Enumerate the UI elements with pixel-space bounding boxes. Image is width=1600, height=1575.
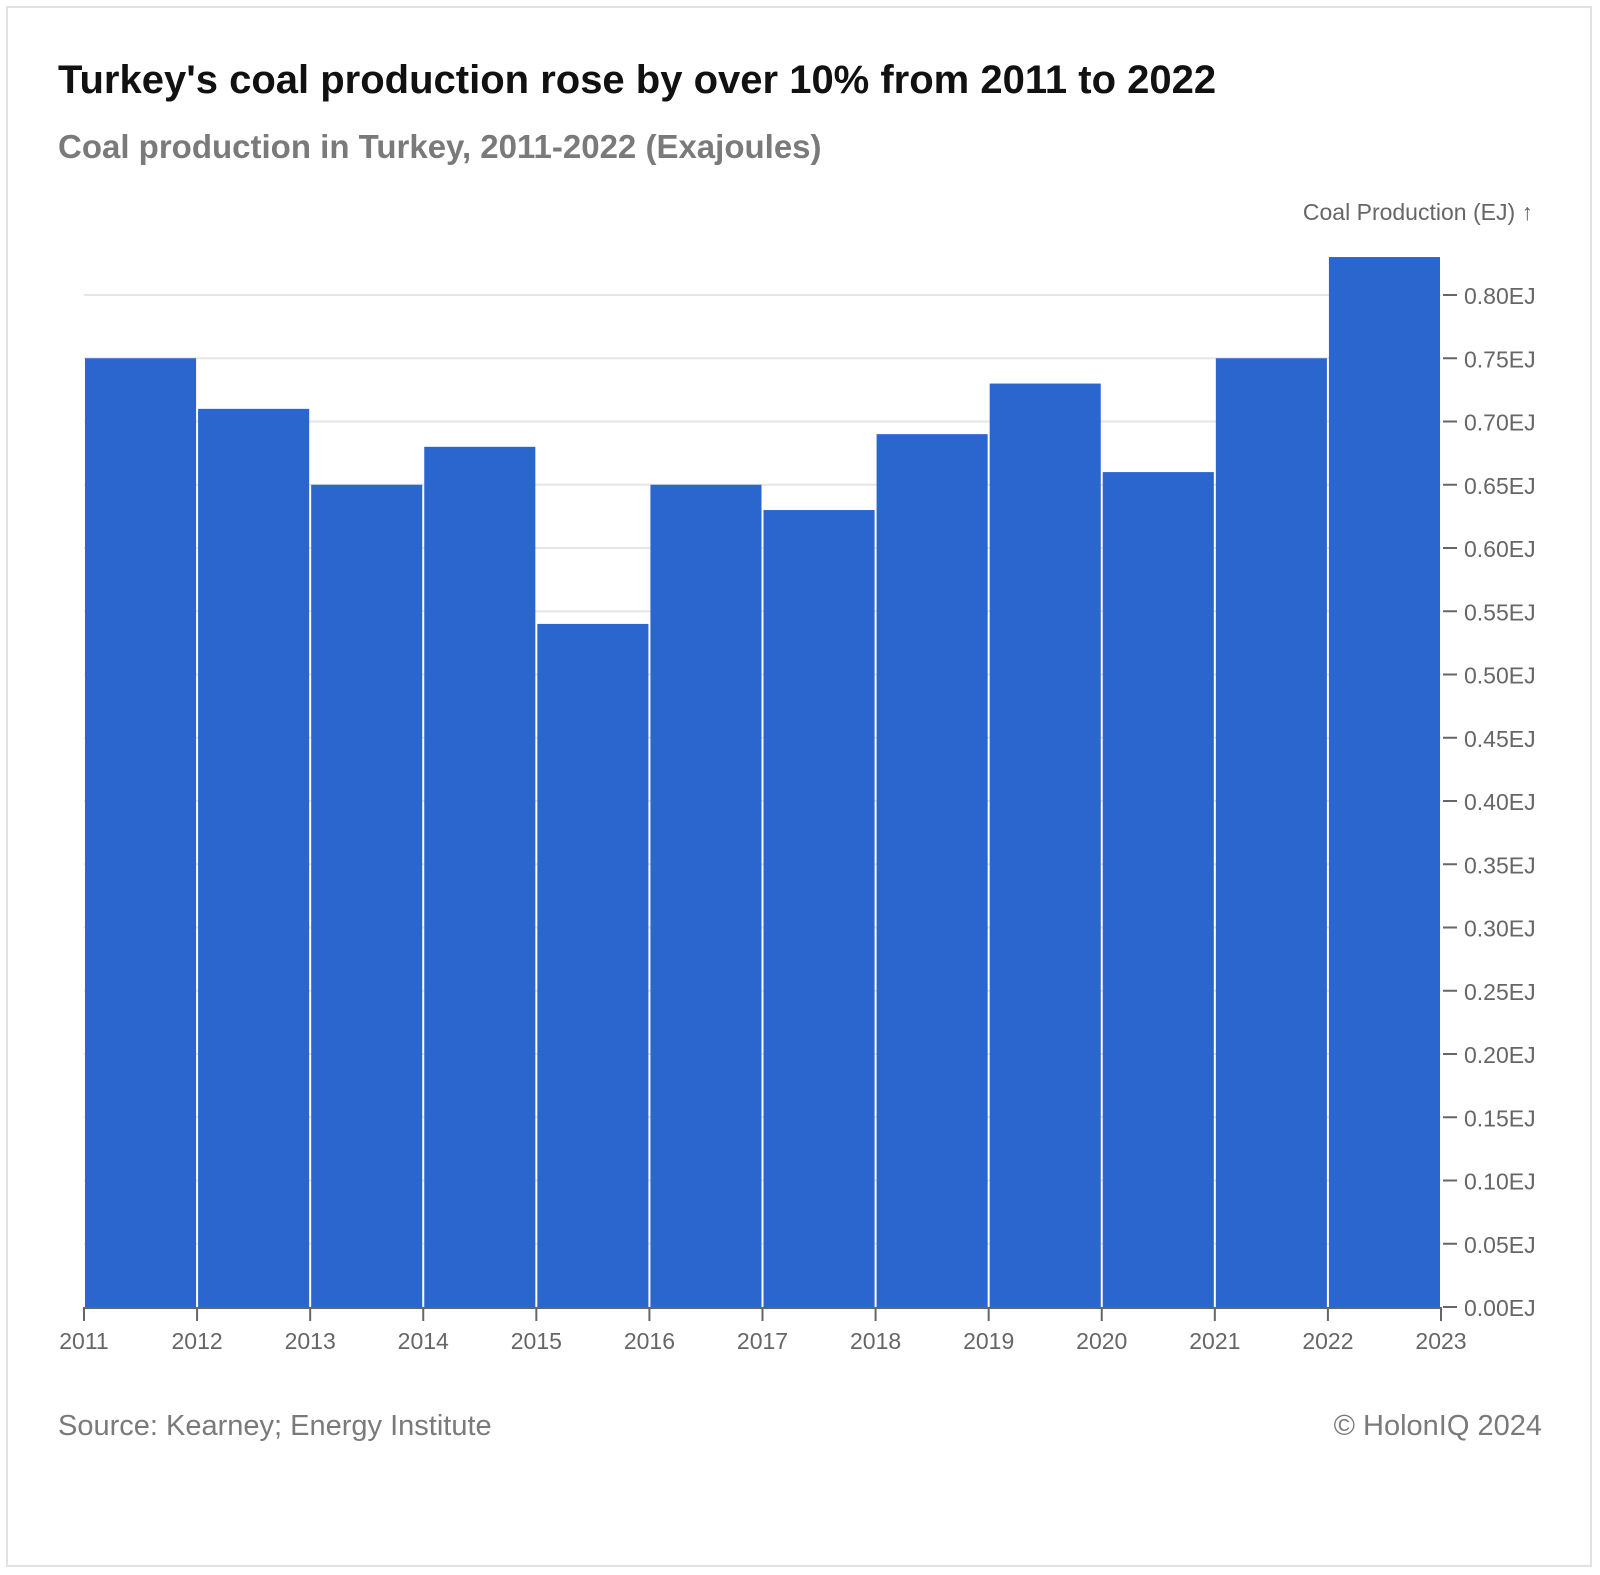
x-tick-label-2018: 2018 — [850, 1328, 901, 1354]
bar-2022 — [1328, 257, 1440, 1307]
source-note: Source: Kearney; Energy Institute — [58, 1410, 492, 1442]
y-tick-label-14: 0.70EJ — [1464, 410, 1536, 436]
y-tick-label-16: 0.80EJ — [1464, 283, 1536, 309]
chart-subtitle: Coal production in Turkey, 2011-2022 (Ex… — [58, 128, 822, 165]
bar-2012 — [198, 408, 310, 1308]
y-tick-label-8: 0.40EJ — [1464, 789, 1536, 815]
y-tick-label-2: 0.10EJ — [1464, 1169, 1536, 1195]
y-tick-label-5: 0.25EJ — [1464, 979, 1536, 1005]
y-tick-label-10: 0.50EJ — [1464, 663, 1536, 689]
bar-2015 — [537, 623, 649, 1307]
y-tick-label-1: 0.05EJ — [1464, 1232, 1536, 1258]
y-tick-label-12: 0.60EJ — [1464, 536, 1536, 562]
y-tick-label-13: 0.65EJ — [1464, 473, 1536, 499]
chart-title: Turkey's coal production rose by over 10… — [58, 58, 1217, 102]
x-tick-label-2022: 2022 — [1302, 1328, 1353, 1354]
x-tick-label-2013: 2013 — [285, 1328, 336, 1354]
bar-2011 — [85, 358, 197, 1307]
y-tick-label-7: 0.35EJ — [1464, 852, 1536, 878]
bar-2019 — [989, 383, 1101, 1307]
bar-2013 — [311, 484, 423, 1307]
y-tick-label-4: 0.20EJ — [1464, 1042, 1536, 1068]
x-tick-label-2020: 2020 — [1076, 1328, 1127, 1354]
copyright-note: © HolonIQ 2024 — [1333, 1410, 1542, 1442]
y-tick-label-15: 0.75EJ — [1464, 346, 1536, 372]
y-tick-label-6: 0.30EJ — [1464, 916, 1536, 942]
x-tick-label-2023: 2023 — [1415, 1328, 1466, 1354]
y-axis-label: Coal Production (EJ) ↑ — [1303, 199, 1533, 225]
y-tick-label-9: 0.45EJ — [1464, 726, 1536, 752]
bar-2018 — [876, 434, 988, 1307]
bar-2014 — [424, 446, 536, 1307]
x-tick-label-2016: 2016 — [624, 1328, 675, 1354]
y-tick-label-3: 0.15EJ — [1464, 1105, 1536, 1131]
x-tick-label-2011: 2011 — [59, 1328, 108, 1354]
x-tick-label-2014: 2014 — [398, 1328, 449, 1354]
bar-2017 — [763, 510, 875, 1307]
x-tick-label-2019: 2019 — [963, 1328, 1014, 1354]
x-tick-label-2015: 2015 — [511, 1328, 562, 1354]
y-tick-label-0: 0.00EJ — [1464, 1295, 1536, 1321]
bar-2021 — [1215, 358, 1327, 1307]
bar-2020 — [1102, 472, 1214, 1308]
y-tick-label-11: 0.55EJ — [1464, 599, 1536, 625]
x-tick-label-2017: 2017 — [737, 1328, 788, 1354]
x-tick-label-2012: 2012 — [171, 1328, 222, 1354]
x-tick-label-2021: 2021 — [1189, 1328, 1240, 1354]
bar-2016 — [650, 484, 762, 1307]
